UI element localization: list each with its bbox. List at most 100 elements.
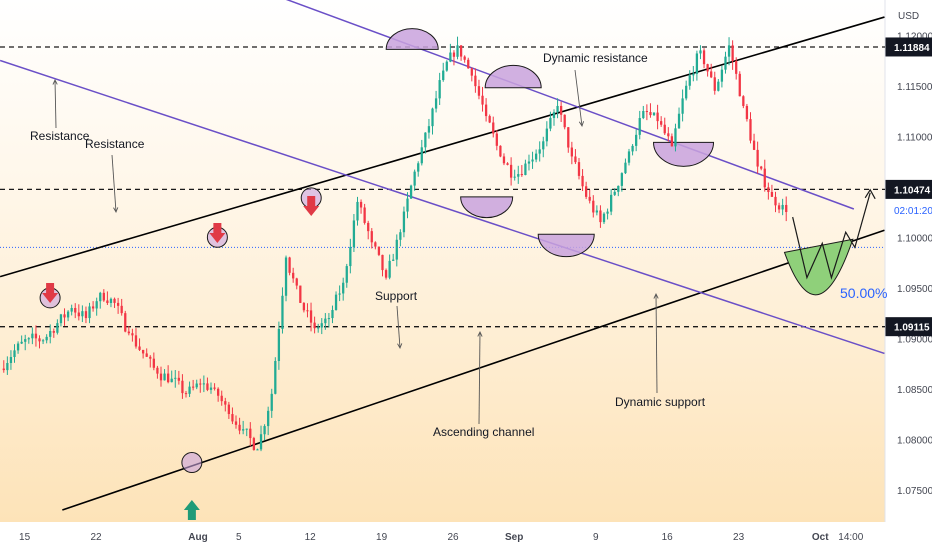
- candle-body-121: [434, 98, 438, 109]
- candle-body-26: [95, 301, 98, 309]
- candle-body-21: [77, 312, 80, 317]
- candle-body-62: [224, 401, 227, 405]
- candle-body-93: [334, 294, 338, 310]
- down-arrow-0: [42, 283, 59, 303]
- candle-body-150: [538, 149, 541, 154]
- candle-body-172: [617, 185, 620, 192]
- candle-body-157: [563, 114, 566, 128]
- markers: [39, 187, 876, 520]
- time-axis-background: [0, 522, 885, 550]
- annotation-label-2: Dynamic resistance: [543, 51, 648, 65]
- candle-body-130: [467, 59, 470, 69]
- down-arrow-1: [209, 223, 226, 243]
- candle-body-120: [431, 108, 434, 127]
- candle-body-36: [131, 333, 134, 336]
- candle-body-201: [720, 69, 724, 82]
- candle-body-14: [52, 331, 55, 333]
- candle-body-182: [652, 112, 656, 116]
- candle-body-190: [681, 98, 684, 114]
- candle-body-100: [359, 201, 363, 208]
- candle-body-42: [152, 358, 155, 368]
- price-label-text-1: 1.10474: [894, 185, 931, 196]
- y-tick-label-8: 1.07500: [897, 486, 932, 497]
- candle-body-27: [99, 292, 102, 302]
- candle-body-127: [456, 45, 459, 57]
- candle-body-165: [592, 200, 595, 213]
- candle-body-65: [234, 421, 238, 425]
- candle-body-136: [488, 116, 491, 123]
- candle-body-16: [59, 314, 63, 324]
- candle-body-31: [113, 298, 116, 303]
- candle-body-114: [409, 185, 413, 199]
- candle-body-13: [49, 331, 52, 337]
- annotation-pointer-4: [478, 331, 481, 425]
- candle-body-35: [127, 331, 130, 334]
- annotation-label-1: Resistance: [85, 137, 145, 151]
- candle-body-15: [56, 323, 59, 333]
- candle-body-178: [638, 118, 641, 135]
- pivot-circle-3: [181, 452, 203, 474]
- candle-body-154: [552, 112, 556, 118]
- candle-body-125: [449, 52, 452, 62]
- price-axis: 1.12000 1.11500 1.11000 1.10000 1.09500 1.090…: [885, 31, 932, 497]
- candle-body-66: [238, 424, 241, 431]
- annotation-pointer-3: [396, 305, 401, 349]
- candle-body-153: [549, 117, 552, 129]
- annotation-label-4: Ascending channel: [433, 425, 534, 439]
- candle-body-197: [706, 64, 709, 72]
- candle-body-10: [38, 338, 41, 342]
- candle-body-151: [542, 141, 545, 150]
- candle-body-50: [181, 380, 184, 394]
- candle-body-33: [120, 305, 123, 314]
- candle-body-99: [356, 201, 359, 221]
- candle-body-117: [420, 147, 423, 164]
- candle-body-112: [402, 211, 406, 233]
- candle-body-77: [277, 328, 281, 361]
- candle-body-148: [531, 159, 534, 162]
- candle-body-219: [785, 204, 788, 213]
- candle-body-98: [352, 220, 356, 248]
- candle-body-70: [252, 438, 256, 450]
- candle-body-89: [320, 323, 323, 328]
- candle-body-2: [9, 357, 13, 364]
- price-axis-background: [885, 0, 932, 550]
- candle-body-52: [188, 386, 191, 394]
- candle-body-185: [663, 124, 666, 134]
- dynamic-support-line: [0, 59, 885, 355]
- y-tick-label-4: 1.09500: [897, 284, 932, 295]
- candle-body-96: [345, 266, 348, 283]
- candle-body-139: [499, 145, 502, 157]
- candle-body-161: [577, 162, 581, 176]
- candle-body-203: [727, 45, 731, 57]
- candle-body-192: [688, 75, 691, 86]
- price-label-box-3: [885, 317, 932, 337]
- candle-body-71: [256, 449, 259, 451]
- candle-body-131: [470, 68, 473, 76]
- x-tick-label-10: 23: [733, 532, 745, 543]
- candle-body-208: [745, 105, 749, 120]
- support-touch-zone-3: [653, 141, 715, 167]
- candle-body-155: [556, 105, 559, 113]
- x-tick-label-7: Sep: [505, 532, 523, 543]
- candle-body-78: [281, 295, 284, 329]
- candle-body-55: [199, 383, 202, 385]
- candle-body-49: [177, 377, 180, 381]
- candle-body-205: [735, 60, 738, 74]
- candle-body-149: [534, 153, 538, 160]
- candle-body-188: [674, 128, 677, 147]
- candle-body-61: [220, 395, 223, 402]
- candle-body-105: [377, 246, 381, 255]
- candle-body-171: [613, 191, 616, 195]
- annotation-label-5: Dynamic support: [615, 395, 706, 409]
- price-label-text-0: 1.11884: [894, 43, 930, 54]
- candle-body-18: [66, 311, 70, 318]
- candle-body-73: [263, 426, 266, 435]
- candle-body-140: [502, 156, 506, 164]
- candle-body-92: [331, 309, 334, 319]
- candle-body-175: [627, 151, 631, 163]
- candle-body-159: [570, 147, 573, 157]
- candle-body-80: [288, 257, 291, 273]
- annotation-pointer-2: [574, 69, 583, 127]
- candle-body-138: [495, 133, 498, 146]
